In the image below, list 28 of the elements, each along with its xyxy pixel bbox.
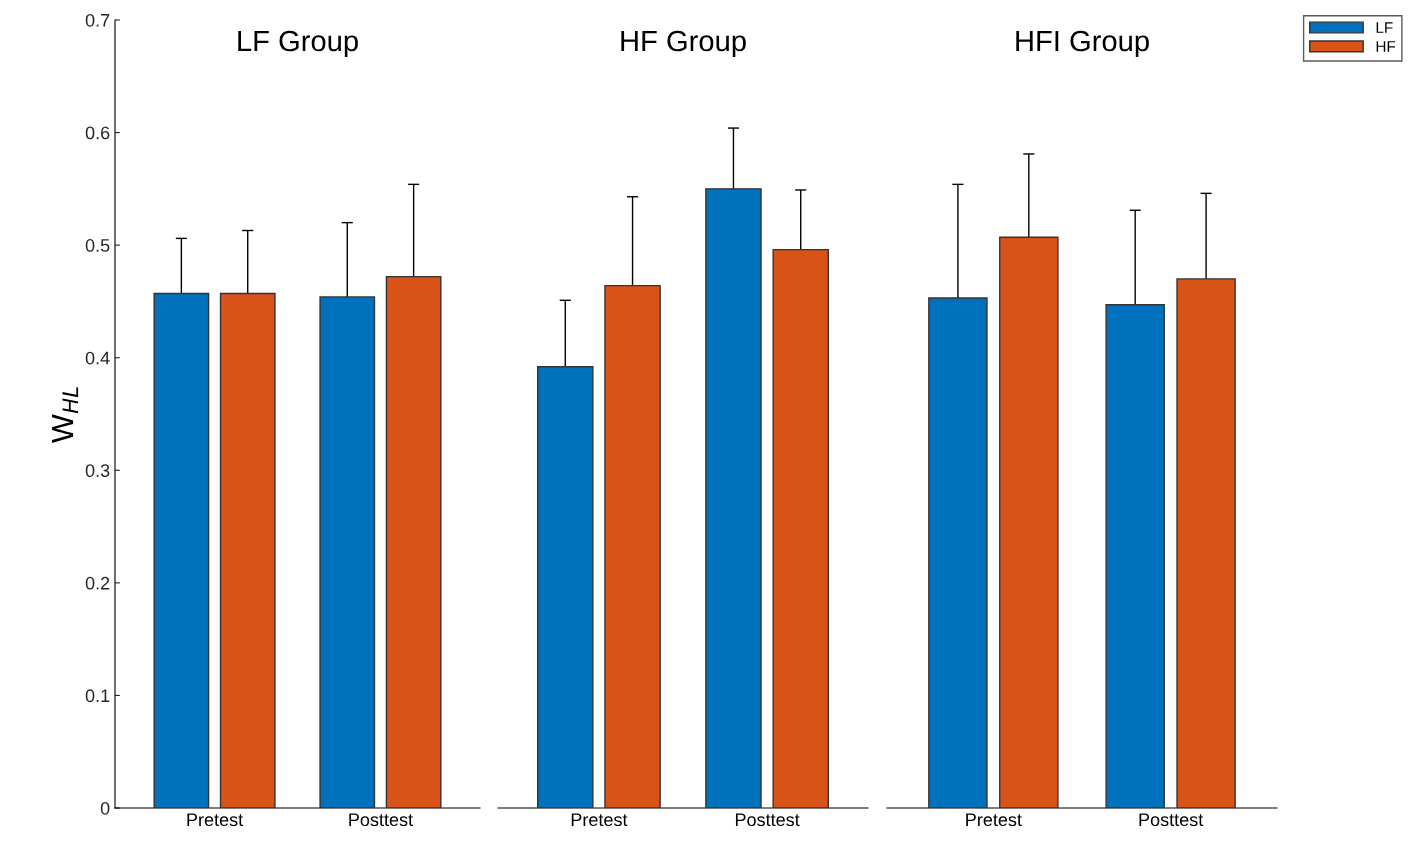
bar [604,284,661,808]
y-tick-label: 0.7 [85,13,110,27]
x-tick-label: Posttest [1139,813,1204,827]
bar [928,297,988,808]
chart-title: HF Group [621,30,746,58]
x-tick-label: Pretest [571,813,628,827]
y-tick-label: 0.1 [85,689,110,703]
y-tick-label: 0.4 [85,351,110,365]
bar [705,188,762,808]
bar [772,248,830,808]
y-axis-title: W$_{HL}$ [52,387,79,443]
bar [999,236,1059,808]
y-tick-label: 0.2 [85,576,110,590]
y-tick-label: 0.5 [85,239,110,252]
legend-label: LF [1376,22,1393,33]
x-tick-label: Pretest [187,813,244,827]
x-tick-label: Pretest [966,813,1022,827]
legend-label: HF [1376,41,1396,52]
chart-title: LF Group [238,30,358,58]
chart-title: HFI Group [1016,30,1149,58]
x-tick-label: Posttest [735,813,800,827]
x-tick-label: Posttest [349,813,413,827]
bar [536,366,594,808]
bar [1176,278,1236,808]
y-tick-label: 0.6 [85,126,110,140]
y-tick-label: 0 [100,801,110,815]
y-tick-label: 0.3 [85,464,110,478]
bar [1105,304,1165,808]
